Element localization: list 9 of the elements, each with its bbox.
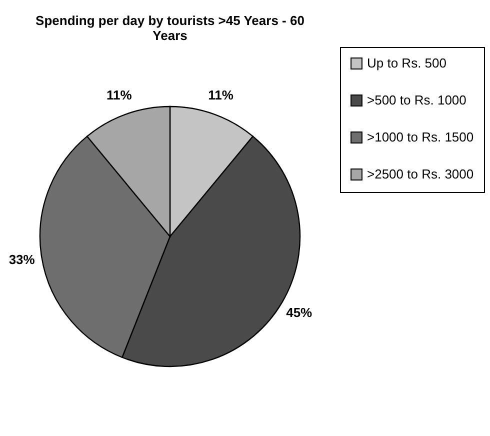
chart-title: Spending per day by tourists >45 Years - 60 Years bbox=[36, 13, 304, 43]
data-label: 11% bbox=[106, 87, 132, 102]
data-label: 33% bbox=[8, 252, 36, 267]
data-label: 11% bbox=[208, 87, 234, 102]
legend-label: Up to Rs. 500 bbox=[367, 56, 446, 70]
legend-label: >2500 to Rs. 3000 bbox=[367, 166, 474, 182]
legend-label: >1000 to Rs. 1500 bbox=[367, 130, 474, 144]
data-label: 45% bbox=[286, 304, 313, 320]
legend-label: >500 to Rs. 1000 bbox=[367, 92, 466, 108]
